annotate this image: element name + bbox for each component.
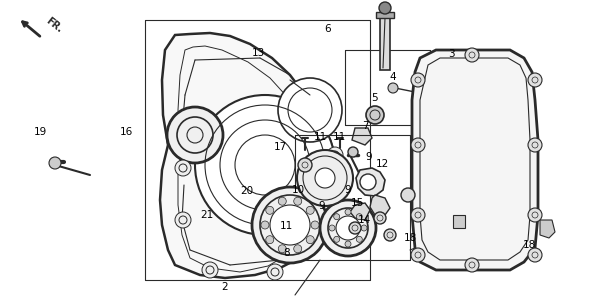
Circle shape [261,221,269,229]
Text: 19: 19 [34,127,47,138]
Circle shape [327,147,343,163]
Polygon shape [160,33,342,278]
Polygon shape [356,168,385,196]
Circle shape [270,205,310,245]
Text: 12: 12 [376,159,389,169]
Polygon shape [352,128,372,145]
Circle shape [320,200,376,256]
Text: 9: 9 [365,151,372,162]
Circle shape [175,212,191,228]
Polygon shape [453,215,465,228]
Circle shape [327,212,343,228]
Circle shape [175,160,191,176]
Polygon shape [350,203,370,220]
Text: 16: 16 [120,127,133,138]
Circle shape [349,222,361,234]
Text: 11: 11 [280,221,293,231]
Circle shape [202,262,218,278]
Circle shape [528,73,542,87]
Circle shape [411,248,425,262]
Text: 17: 17 [274,142,287,153]
Circle shape [374,212,386,224]
Text: 13: 13 [252,48,265,58]
Circle shape [379,2,391,14]
Text: 10: 10 [291,185,304,195]
Polygon shape [370,195,390,215]
Circle shape [401,188,415,202]
Text: 11: 11 [314,132,327,142]
Circle shape [278,245,286,253]
Circle shape [465,258,479,272]
Circle shape [195,95,335,235]
Polygon shape [380,15,390,70]
Text: 6: 6 [324,23,331,34]
Circle shape [361,225,367,231]
Circle shape [528,208,542,222]
Text: 18: 18 [404,233,417,243]
Polygon shape [540,220,555,238]
Circle shape [167,107,223,163]
Circle shape [411,138,425,152]
Circle shape [278,78,342,142]
Circle shape [294,197,301,205]
Circle shape [298,158,312,172]
Circle shape [356,236,362,242]
Text: FR.: FR. [44,16,64,35]
Circle shape [315,168,335,188]
Circle shape [384,229,396,241]
Polygon shape [376,12,394,18]
Circle shape [465,48,479,62]
Circle shape [388,83,398,93]
Circle shape [360,174,376,190]
Text: 15: 15 [350,198,363,208]
Circle shape [366,106,384,124]
Circle shape [311,221,319,229]
Circle shape [411,73,425,87]
Text: 8: 8 [283,248,290,258]
Circle shape [528,138,542,152]
Circle shape [306,236,314,244]
Text: 3: 3 [448,49,455,59]
Circle shape [411,208,425,222]
Text: 21: 21 [200,210,213,220]
Circle shape [345,241,351,247]
Circle shape [266,206,274,214]
Text: 14: 14 [358,215,371,225]
Circle shape [348,147,358,157]
Circle shape [356,214,362,220]
Circle shape [334,236,340,242]
Text: 18: 18 [523,240,536,250]
Text: 4: 4 [389,72,396,82]
Circle shape [297,150,353,206]
Text: 9: 9 [318,201,325,211]
Text: 7: 7 [362,121,369,132]
Circle shape [294,245,301,253]
Circle shape [306,206,314,214]
Circle shape [336,216,360,240]
Circle shape [267,264,283,280]
Circle shape [345,209,351,215]
Circle shape [266,236,274,244]
Circle shape [252,187,328,263]
Polygon shape [412,50,538,270]
Circle shape [528,248,542,262]
Circle shape [49,157,61,169]
Circle shape [278,197,286,205]
Text: 11: 11 [333,132,346,142]
Text: 9: 9 [345,185,352,195]
Text: 2: 2 [221,282,228,293]
Circle shape [329,225,335,231]
Text: 20: 20 [240,186,253,196]
Circle shape [334,214,340,220]
Text: 5: 5 [371,93,378,103]
